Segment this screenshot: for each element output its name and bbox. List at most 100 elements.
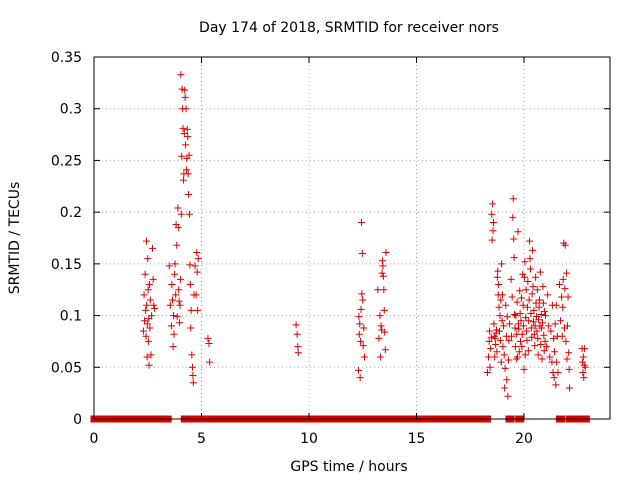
data-point bbox=[148, 312, 156, 320]
data-point bbox=[488, 210, 496, 218]
data-point bbox=[194, 306, 202, 314]
data-point bbox=[177, 210, 185, 218]
data-point bbox=[374, 286, 382, 294]
data-point bbox=[488, 236, 496, 244]
data-point bbox=[535, 296, 543, 304]
data-point bbox=[359, 296, 367, 304]
data-point bbox=[193, 268, 201, 276]
data-point bbox=[526, 265, 534, 273]
data-point bbox=[187, 324, 195, 332]
data-point bbox=[534, 351, 542, 359]
data-point bbox=[148, 244, 156, 252]
data-point bbox=[493, 273, 501, 281]
data-point bbox=[511, 324, 519, 332]
data-point bbox=[581, 345, 589, 353]
data-point bbox=[566, 384, 574, 392]
data-point bbox=[381, 346, 389, 354]
data-point bbox=[149, 275, 157, 283]
data-point bbox=[493, 348, 501, 356]
data-point bbox=[143, 320, 151, 328]
data-point bbox=[523, 327, 531, 335]
data-point bbox=[142, 237, 150, 245]
data-point bbox=[496, 336, 504, 344]
y-tick-label: 0.2 bbox=[60, 205, 82, 221]
data-point bbox=[580, 374, 588, 382]
plot-frame bbox=[93, 56, 611, 420]
y-tick-label: 0.05 bbox=[51, 360, 82, 376]
data-point bbox=[552, 301, 560, 309]
data-point bbox=[168, 296, 176, 304]
data-point bbox=[489, 200, 497, 208]
data-point bbox=[294, 349, 302, 357]
data-point bbox=[358, 250, 366, 258]
data-point bbox=[146, 324, 154, 332]
data-point bbox=[178, 152, 186, 160]
data-point bbox=[517, 294, 525, 302]
data-point bbox=[527, 310, 535, 318]
data-point bbox=[503, 376, 511, 384]
data-point bbox=[512, 312, 520, 320]
data-point bbox=[143, 353, 151, 361]
data-point bbox=[545, 322, 553, 330]
data-point bbox=[487, 333, 495, 341]
chart-title: Day 174 of 2018, SRMTID for receiver nor… bbox=[199, 20, 499, 36]
data-point bbox=[167, 322, 175, 330]
data-point bbox=[561, 241, 569, 249]
data-point bbox=[185, 151, 193, 159]
data-point bbox=[579, 368, 587, 376]
data-point bbox=[506, 320, 514, 328]
data-point bbox=[356, 320, 364, 328]
data-point bbox=[175, 286, 183, 294]
data-point bbox=[555, 281, 563, 289]
data-point bbox=[540, 331, 548, 339]
data-point bbox=[487, 345, 495, 353]
data-point bbox=[519, 301, 527, 309]
data-point bbox=[535, 316, 543, 324]
data-point bbox=[181, 93, 189, 101]
data-point bbox=[517, 337, 525, 345]
data-point bbox=[359, 342, 367, 350]
data-point bbox=[539, 299, 547, 307]
data-point bbox=[186, 261, 194, 269]
data-point bbox=[501, 384, 509, 392]
data-point bbox=[147, 351, 155, 359]
data-point bbox=[539, 283, 547, 291]
data-point bbox=[500, 322, 508, 330]
y-tick-label: 0 bbox=[73, 412, 82, 428]
data-point bbox=[185, 191, 193, 199]
data-point bbox=[498, 317, 506, 325]
data-point bbox=[376, 312, 384, 320]
data-point bbox=[503, 313, 511, 321]
data-point bbox=[182, 105, 190, 113]
data-point bbox=[562, 337, 570, 345]
data-point bbox=[526, 255, 534, 263]
data-point bbox=[354, 366, 362, 374]
data-point bbox=[514, 353, 522, 361]
data-point bbox=[551, 320, 559, 328]
data-point bbox=[174, 204, 182, 212]
data-point bbox=[526, 237, 534, 245]
data-point bbox=[538, 355, 546, 363]
data-point bbox=[292, 321, 300, 329]
data-point bbox=[179, 176, 187, 184]
x-axis-label: GPS time / hours bbox=[290, 459, 407, 475]
data-point bbox=[170, 330, 178, 338]
data-point bbox=[534, 334, 542, 342]
y-tick-label: 0.1 bbox=[60, 309, 82, 325]
data-point bbox=[501, 364, 509, 372]
data-point bbox=[552, 381, 560, 389]
data-point bbox=[542, 312, 549, 320]
x-tick-label: 10 bbox=[300, 431, 318, 447]
data-point bbox=[189, 372, 197, 380]
data-point bbox=[530, 306, 538, 314]
data-point bbox=[550, 334, 558, 342]
data-point bbox=[551, 348, 559, 356]
data-point bbox=[204, 334, 212, 342]
data-point bbox=[499, 343, 507, 351]
data-point bbox=[173, 313, 181, 321]
data-point bbox=[169, 343, 177, 351]
axis-ticks: 0 5 10 15 20 0 0.05 0.1 0.15 0.2 0.25 0.3 0.35 bbox=[51, 50, 610, 447]
data-point bbox=[563, 269, 571, 277]
